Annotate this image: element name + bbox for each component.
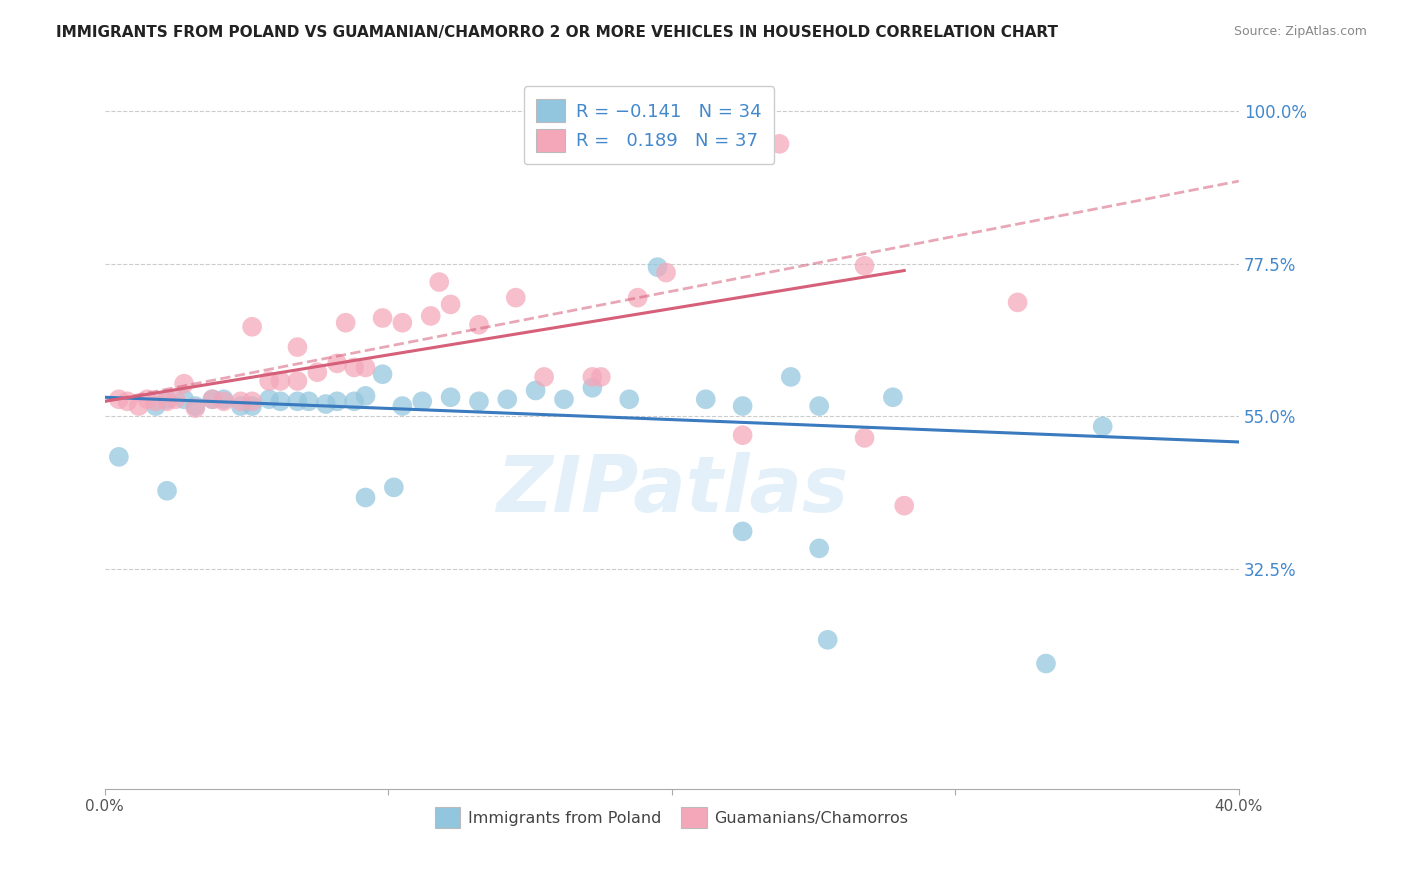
Point	[307, 365, 329, 379]
Point	[145, 399, 167, 413]
Point	[731, 399, 754, 413]
Legend: Immigrants from Poland, Guamanians/Chamorros: Immigrants from Poland, Guamanians/Chamo…	[429, 801, 915, 834]
Point	[298, 394, 321, 409]
Point	[1007, 295, 1029, 310]
Point	[371, 310, 394, 325]
Point	[853, 259, 876, 273]
Point	[269, 394, 291, 409]
Point	[581, 370, 603, 384]
Point	[768, 136, 790, 151]
Point	[427, 275, 450, 289]
Point	[287, 374, 309, 388]
Point	[655, 266, 678, 280]
Text: ZIPatlas: ZIPatlas	[495, 452, 848, 528]
Point	[136, 392, 159, 407]
Point	[354, 360, 377, 375]
Point	[201, 392, 224, 407]
Point	[853, 431, 876, 445]
Point	[257, 392, 280, 407]
Point	[468, 394, 491, 409]
Point	[165, 392, 187, 407]
Point	[817, 632, 839, 647]
Point	[496, 392, 519, 407]
Point	[257, 374, 280, 388]
Point	[212, 392, 235, 407]
Point	[287, 340, 309, 354]
Point	[201, 392, 224, 407]
Point	[156, 394, 179, 409]
Point	[1035, 657, 1057, 671]
Point	[156, 392, 179, 407]
Point	[647, 260, 669, 275]
Point	[524, 384, 547, 398]
Point	[315, 397, 337, 411]
Point	[173, 392, 195, 407]
Point	[533, 370, 555, 384]
Point	[627, 291, 650, 305]
Point	[893, 499, 915, 513]
Point	[229, 399, 252, 413]
Point	[619, 392, 641, 407]
Point	[1091, 419, 1114, 434]
Point	[212, 394, 235, 409]
Point	[156, 483, 179, 498]
Point	[326, 394, 349, 409]
Point	[553, 392, 575, 407]
Point	[184, 399, 207, 413]
Point	[391, 399, 413, 413]
Point	[808, 399, 831, 413]
Point	[505, 291, 527, 305]
Point	[808, 541, 831, 556]
Point	[589, 370, 612, 384]
Point	[184, 401, 207, 415]
Point	[411, 394, 433, 409]
Point	[108, 392, 131, 407]
Point	[695, 392, 717, 407]
Point	[128, 399, 150, 413]
Point	[343, 394, 366, 409]
Point	[229, 394, 252, 409]
Point	[779, 370, 801, 384]
Point	[326, 356, 349, 370]
Point	[439, 390, 461, 404]
Point	[117, 394, 139, 409]
Point	[173, 376, 195, 391]
Point	[240, 319, 263, 334]
Point	[240, 399, 263, 413]
Point	[382, 480, 405, 494]
Point	[419, 309, 441, 323]
Point	[468, 318, 491, 332]
Text: Source: ZipAtlas.com: Source: ZipAtlas.com	[1233, 25, 1367, 38]
Point	[108, 450, 131, 464]
Point	[731, 524, 754, 539]
Point	[343, 360, 366, 375]
Point	[145, 394, 167, 409]
Text: IMMIGRANTS FROM POLAND VS GUAMANIAN/CHAMORRO 2 OR MORE VEHICLES IN HOUSEHOLD COR: IMMIGRANTS FROM POLAND VS GUAMANIAN/CHAM…	[56, 25, 1059, 40]
Point	[354, 389, 377, 403]
Point	[391, 316, 413, 330]
Point	[335, 316, 357, 330]
Point	[269, 374, 291, 388]
Point	[354, 491, 377, 505]
Point	[882, 390, 904, 404]
Point	[439, 297, 461, 311]
Point	[240, 394, 263, 409]
Point	[731, 428, 754, 442]
Point	[581, 381, 603, 395]
Point	[371, 368, 394, 382]
Point	[287, 394, 309, 409]
